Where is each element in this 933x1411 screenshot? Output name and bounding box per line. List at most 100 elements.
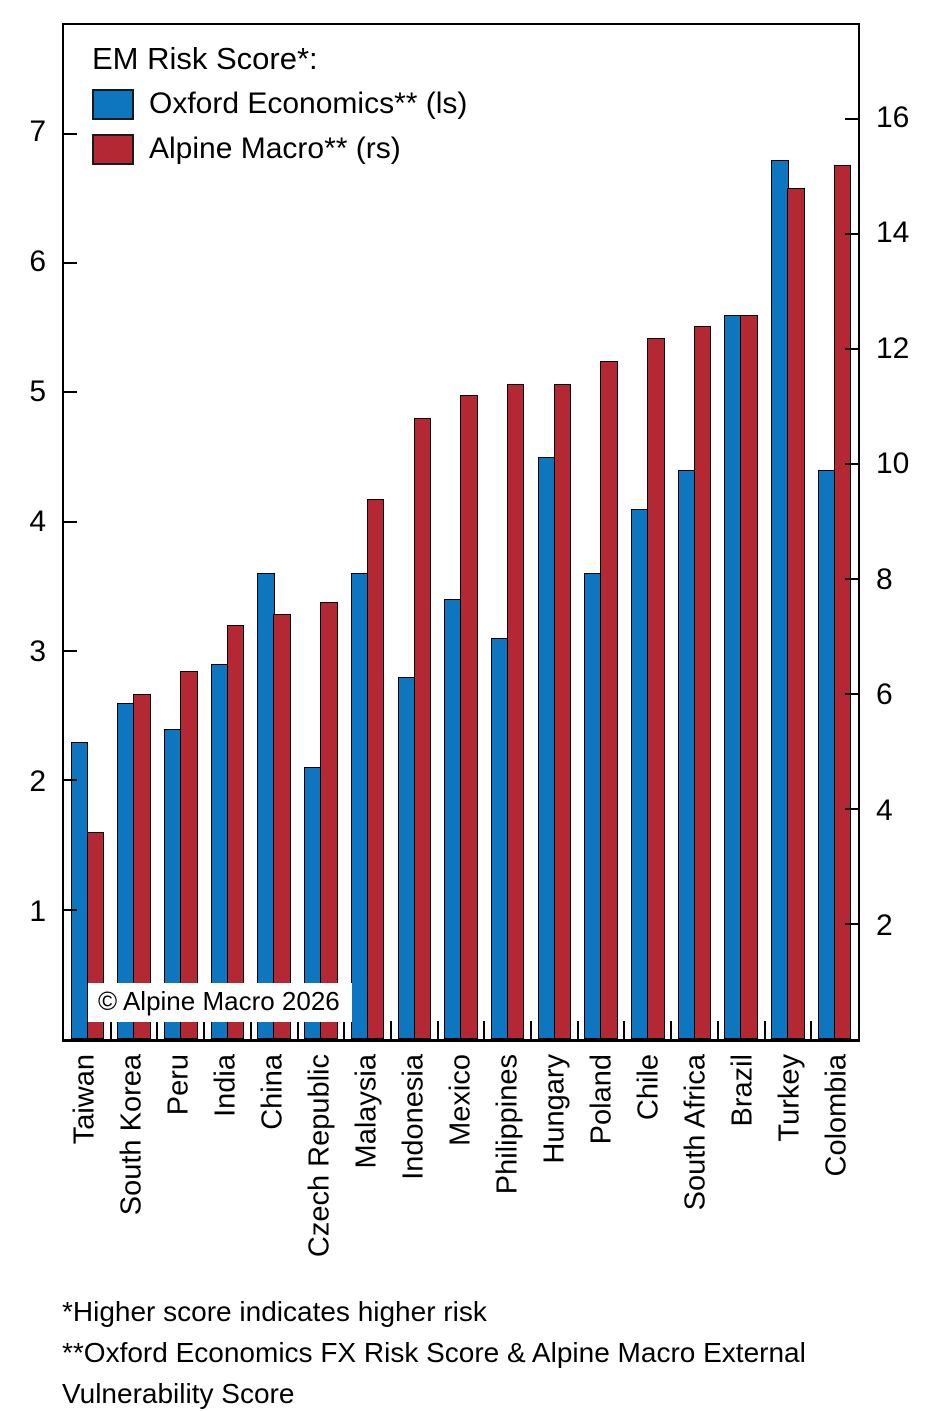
oxford-economics-bar (490, 638, 509, 1039)
left-axis-tick (64, 391, 77, 394)
x-tick-label-colombia: Colombia (820, 1054, 853, 1177)
alpine-macro-bar (833, 165, 852, 1039)
x-axis-tick (763, 1021, 766, 1039)
x-axis-tick (109, 1021, 112, 1039)
x-tick-label-peru: Peru (162, 1054, 195, 1116)
alpine-macro-bar (320, 602, 338, 1039)
legend-label-alpine: Alpine Macro** (rs) (149, 132, 401, 165)
footnote-2: **Oxford Economics FX Risk Score & Alpin… (62, 1336, 806, 1409)
x-axis-labels: Taiwan South Korea Peru India China Czech Rep… (62, 1042, 860, 1302)
bar-group-malaysia (344, 25, 391, 1039)
oxford-economics-bar (444, 599, 462, 1039)
x-tick-label-mexico: Mexico (444, 1054, 477, 1146)
bar-group-indonesia (391, 25, 438, 1039)
x-axis-tick (436, 1021, 439, 1039)
left-axis-tick-label: 5 (29, 375, 46, 409)
plot-area: EM Risk Score*: Oxford Economics** (ls) … (62, 23, 860, 1042)
right-axis-tick (845, 923, 858, 926)
left-axis-tick (64, 779, 77, 782)
legend-row-alpine: Alpine Macro** (rs) (92, 132, 467, 166)
left-axis-tick-label: 2 (29, 765, 46, 799)
left-axis-tick (64, 520, 77, 523)
x-axis-tick (389, 1021, 392, 1039)
bar-group-india (204, 25, 251, 1039)
right-axis-labels: 2 4 6 8 10 12 14 16 (862, 23, 933, 1042)
x-axis-tick (716, 1021, 719, 1039)
right-axis-tick-label: 6 (876, 678, 893, 712)
x-axis-tick (249, 1021, 252, 1039)
alpine-macro-bar (787, 188, 805, 1039)
legend-row-oxford: Oxford Economics** (ls) (92, 87, 467, 121)
left-axis-tick-label: 4 (29, 505, 46, 539)
alpine-macro-bar (693, 326, 712, 1039)
bar-group-taiwan (64, 25, 111, 1039)
x-tick-label-brazil: Brazil (726, 1054, 759, 1127)
bar-group-china (251, 25, 298, 1039)
right-axis-tick-label: 12 (876, 331, 910, 365)
oxford-economics-bar (537, 457, 556, 1039)
oxford-economics-bar (631, 508, 649, 1039)
x-axis-tick (576, 1021, 579, 1039)
right-axis-tick (845, 578, 858, 581)
alpine-macro-bar (133, 694, 151, 1039)
left-axis-tick (64, 650, 77, 652)
legend: EM Risk Score*: Oxford Economics** (ls) … (92, 41, 467, 177)
x-axis-tick (530, 1021, 533, 1039)
alpine-macro-bar (647, 337, 665, 1039)
alpine-macro-bar (180, 671, 198, 1039)
bar-group-colombia (811, 25, 858, 1039)
x-axis-tick (296, 1021, 299, 1039)
alpine-macro-swatch-icon (92, 133, 134, 165)
oxford-economics-bar (817, 469, 836, 1039)
legend-label-oxford: Oxford Economics** (ls) (149, 87, 468, 120)
left-axis-tick-label: 1 (29, 895, 46, 929)
oxford-economics-bar (350, 573, 369, 1039)
bar-group-czech-republic (298, 25, 345, 1039)
right-axis-tick-label: 10 (876, 447, 910, 481)
oxford-economics-bar (397, 676, 416, 1039)
x-tick-label-indonesia: Indonesia (397, 1054, 430, 1180)
oxford-economics-bar (257, 573, 275, 1039)
alpine-macro-bar (600, 360, 618, 1039)
x-axis-tick (483, 1021, 486, 1039)
x-tick-label-china: China (256, 1054, 289, 1130)
left-axis-labels: 1 2 3 4 5 6 7 (0, 23, 62, 1042)
x-axis-tick (670, 1021, 673, 1039)
footnotes: *Higher score indicates higher risk **Ox… (62, 1292, 862, 1411)
x-tick-label-india: India (209, 1054, 242, 1117)
x-tick-label-south-africa: South Africa (679, 1054, 712, 1211)
bar-group-turkey (765, 25, 812, 1039)
alpine-macro-bar (226, 625, 245, 1039)
oxford-economics-bar (677, 469, 696, 1039)
right-axis-tick-label: 14 (876, 216, 910, 250)
alpine-macro-bar (413, 418, 432, 1039)
alpine-macro-bar (273, 613, 291, 1039)
bar-group-brazil (718, 25, 765, 1039)
x-axis-tick (203, 1021, 206, 1039)
x-tick-label-malaysia: Malaysia (350, 1054, 383, 1169)
bar-group-chile (624, 25, 671, 1039)
oxford-economics-bar (771, 159, 789, 1039)
oxford-economics-bar (724, 314, 742, 1039)
right-axis-tick (845, 808, 858, 811)
bar-group-south-africa (671, 25, 718, 1039)
x-axis-tick (623, 1021, 626, 1039)
x-axis-tick (343, 1021, 346, 1039)
x-tick-label-chile: Chile (632, 1054, 665, 1121)
right-axis-tick-label: 4 (876, 793, 893, 827)
left-axis-tick-label: 7 (29, 115, 46, 149)
left-axis-tick (64, 261, 77, 264)
right-axis-tick (845, 233, 858, 236)
alpine-macro-bar (553, 383, 572, 1039)
x-tick-label-czech-republic: Czech Republic (303, 1054, 336, 1258)
footnote-1: *Higher score indicates higher risk (62, 1296, 487, 1327)
bar-group-south-korea (111, 25, 158, 1039)
right-axis-tick-label: 2 (876, 909, 893, 943)
bar-group-mexico (438, 25, 485, 1039)
alpine-macro-bar (460, 395, 478, 1039)
legend-title: EM Risk Score*: (92, 41, 318, 76)
left-axis-tick-label: 3 (29, 635, 46, 669)
copyright-watermark: © Alpine Macro 2026 (88, 983, 352, 1022)
oxford-economics-bar (584, 573, 602, 1039)
x-tick-label-taiwan: Taiwan (68, 1054, 101, 1145)
